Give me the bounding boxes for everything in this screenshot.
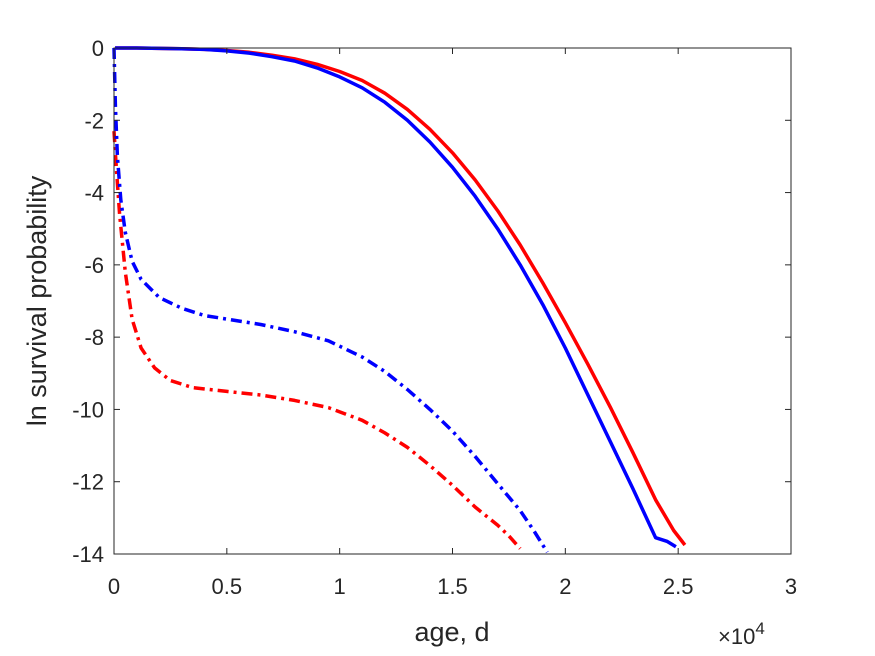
x-tick-label: 0.5 (212, 574, 243, 599)
y-axis-label: ln survival probability (22, 175, 52, 426)
x-ticks: 0 0.5 1 1.5 2 2.5 3 (108, 48, 797, 599)
y-ticks: 0 -2 -4 -6 -8 -10 -12 -14 (72, 36, 791, 567)
y-tick-label: -2 (84, 108, 104, 133)
y-tick-label: -14 (72, 542, 104, 567)
x-tick-label: 2.5 (663, 574, 694, 599)
solid-blue-line (115, 46, 677, 549)
x-axis-label: age, d (414, 617, 489, 647)
x-exponent-power: 4 (755, 619, 764, 638)
x-tick-label: 1.5 (437, 574, 468, 599)
series-group (112, 46, 687, 554)
y-tick-label: -10 (72, 397, 104, 422)
y-tick-label: -8 (84, 325, 104, 350)
x-tick-label: 1 (334, 574, 346, 599)
y-tick-label: -12 (72, 470, 104, 495)
x-tick-label: 3 (785, 574, 797, 599)
dashdot-blue-line (112, 47, 549, 554)
y-tick-label: -4 (84, 181, 104, 206)
solid-red-line (115, 46, 687, 547)
x-tick-label: 0 (108, 574, 120, 599)
plot-area-frame (113, 47, 792, 555)
x-exponent-label: ×104 (718, 619, 765, 649)
x-exponent-base: ×10 (718, 624, 755, 649)
x-tick-label: 2 (559, 574, 571, 599)
y-tick-label: -6 (84, 253, 104, 278)
y-tick-label: 0 (92, 36, 104, 61)
dashdot-red-line (112, 130, 522, 550)
